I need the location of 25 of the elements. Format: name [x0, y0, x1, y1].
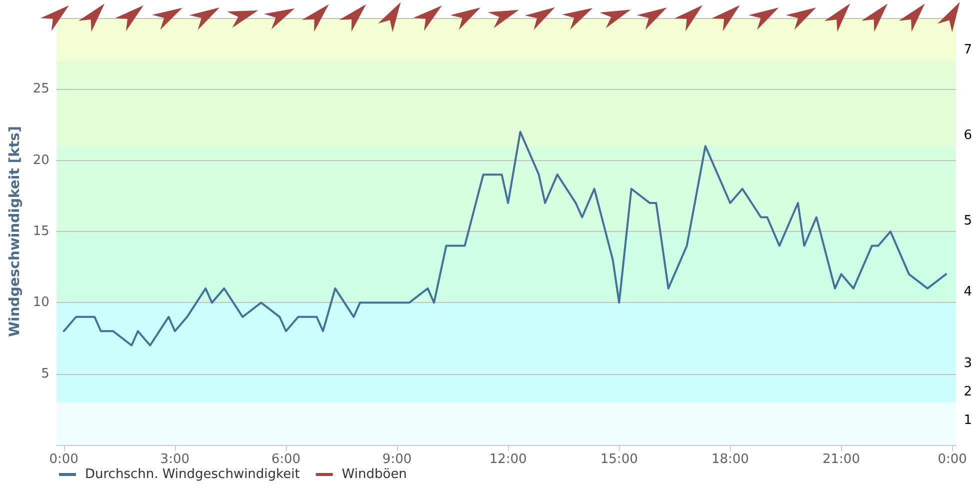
x-tick-label: 18:00 [711, 452, 749, 467]
band-label: 7 [964, 42, 972, 58]
x-tick-label: 0:00 [938, 452, 967, 467]
x-tick-label: 0:00 [49, 452, 78, 467]
band-label: 4 [964, 284, 972, 300]
y-tick-label: 20 [32, 152, 50, 168]
band-label: 2 [964, 384, 972, 400]
x-tick-label: 12:00 [489, 452, 527, 467]
band-label: 3 [964, 356, 972, 371]
x-tick-label: 9:00 [382, 452, 412, 467]
line-series [62, 130, 948, 346]
legend-label: Windböen [342, 467, 407, 482]
legend-label: Durchschn. Windgeschwindigkeit [85, 467, 300, 482]
y-tick-label: 15 [32, 224, 50, 239]
band-label: 6 [964, 128, 972, 144]
x-tick-label: 15:00 [600, 452, 638, 467]
x-tick-label: 21:00 [822, 452, 860, 467]
y-axis-title: Windgeschwindigkeit [kts] [7, 126, 23, 337]
band-label: 1 [964, 412, 972, 428]
y-tick-label: 5 [41, 366, 50, 382]
x-tick-label: 3:00 [160, 452, 190, 467]
band-label: 5 [964, 214, 972, 228]
y-tick-label: 10 [32, 295, 50, 310]
x-tick-label: 6:00 [271, 452, 301, 467]
y-tick-label: 25 [32, 82, 50, 97]
